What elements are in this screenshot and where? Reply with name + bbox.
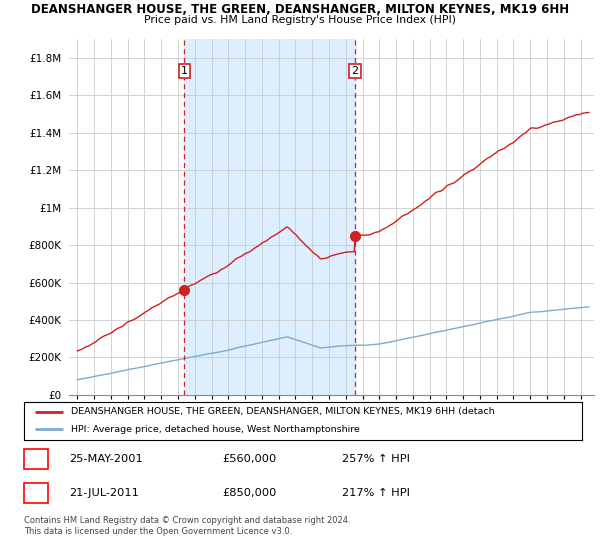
- Text: 1: 1: [181, 66, 188, 76]
- Text: DEANSHANGER HOUSE, THE GREEN, DEANSHANGER, MILTON KEYNES, MK19 6HH: DEANSHANGER HOUSE, THE GREEN, DEANSHANGE…: [31, 3, 569, 16]
- Text: 21-JUL-2011: 21-JUL-2011: [69, 488, 139, 498]
- Text: Contains HM Land Registry data © Crown copyright and database right 2024.
This d: Contains HM Land Registry data © Crown c…: [24, 516, 350, 536]
- Bar: [184, 39, 355, 395]
- Text: £850,000: £850,000: [222, 488, 277, 498]
- Text: HPI: Average price, detached house, West Northamptonshire: HPI: Average price, detached house, West…: [71, 425, 361, 434]
- Text: 257% ↑ HPI: 257% ↑ HPI: [342, 454, 410, 464]
- Text: £560,000: £560,000: [222, 454, 276, 464]
- Text: DEANSHANGER HOUSE, THE GREEN, DEANSHANGER, MILTON KEYNES, MK19 6HH (detach: DEANSHANGER HOUSE, THE GREEN, DEANSHANGE…: [71, 407, 495, 416]
- Text: Price paid vs. HM Land Registry's House Price Index (HPI): Price paid vs. HM Land Registry's House …: [144, 15, 456, 25]
- Text: 25-MAY-2001: 25-MAY-2001: [69, 454, 143, 464]
- Text: 1: 1: [32, 452, 40, 466]
- Text: 217% ↑ HPI: 217% ↑ HPI: [342, 488, 410, 498]
- Text: 2: 2: [32, 486, 40, 500]
- Text: 2: 2: [351, 66, 358, 76]
